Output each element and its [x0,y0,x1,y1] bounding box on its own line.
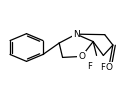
Text: F: F [100,63,105,72]
Text: F: F [87,62,92,71]
Text: O: O [78,52,85,61]
Text: O: O [105,63,112,72]
Text: N: N [73,30,80,39]
